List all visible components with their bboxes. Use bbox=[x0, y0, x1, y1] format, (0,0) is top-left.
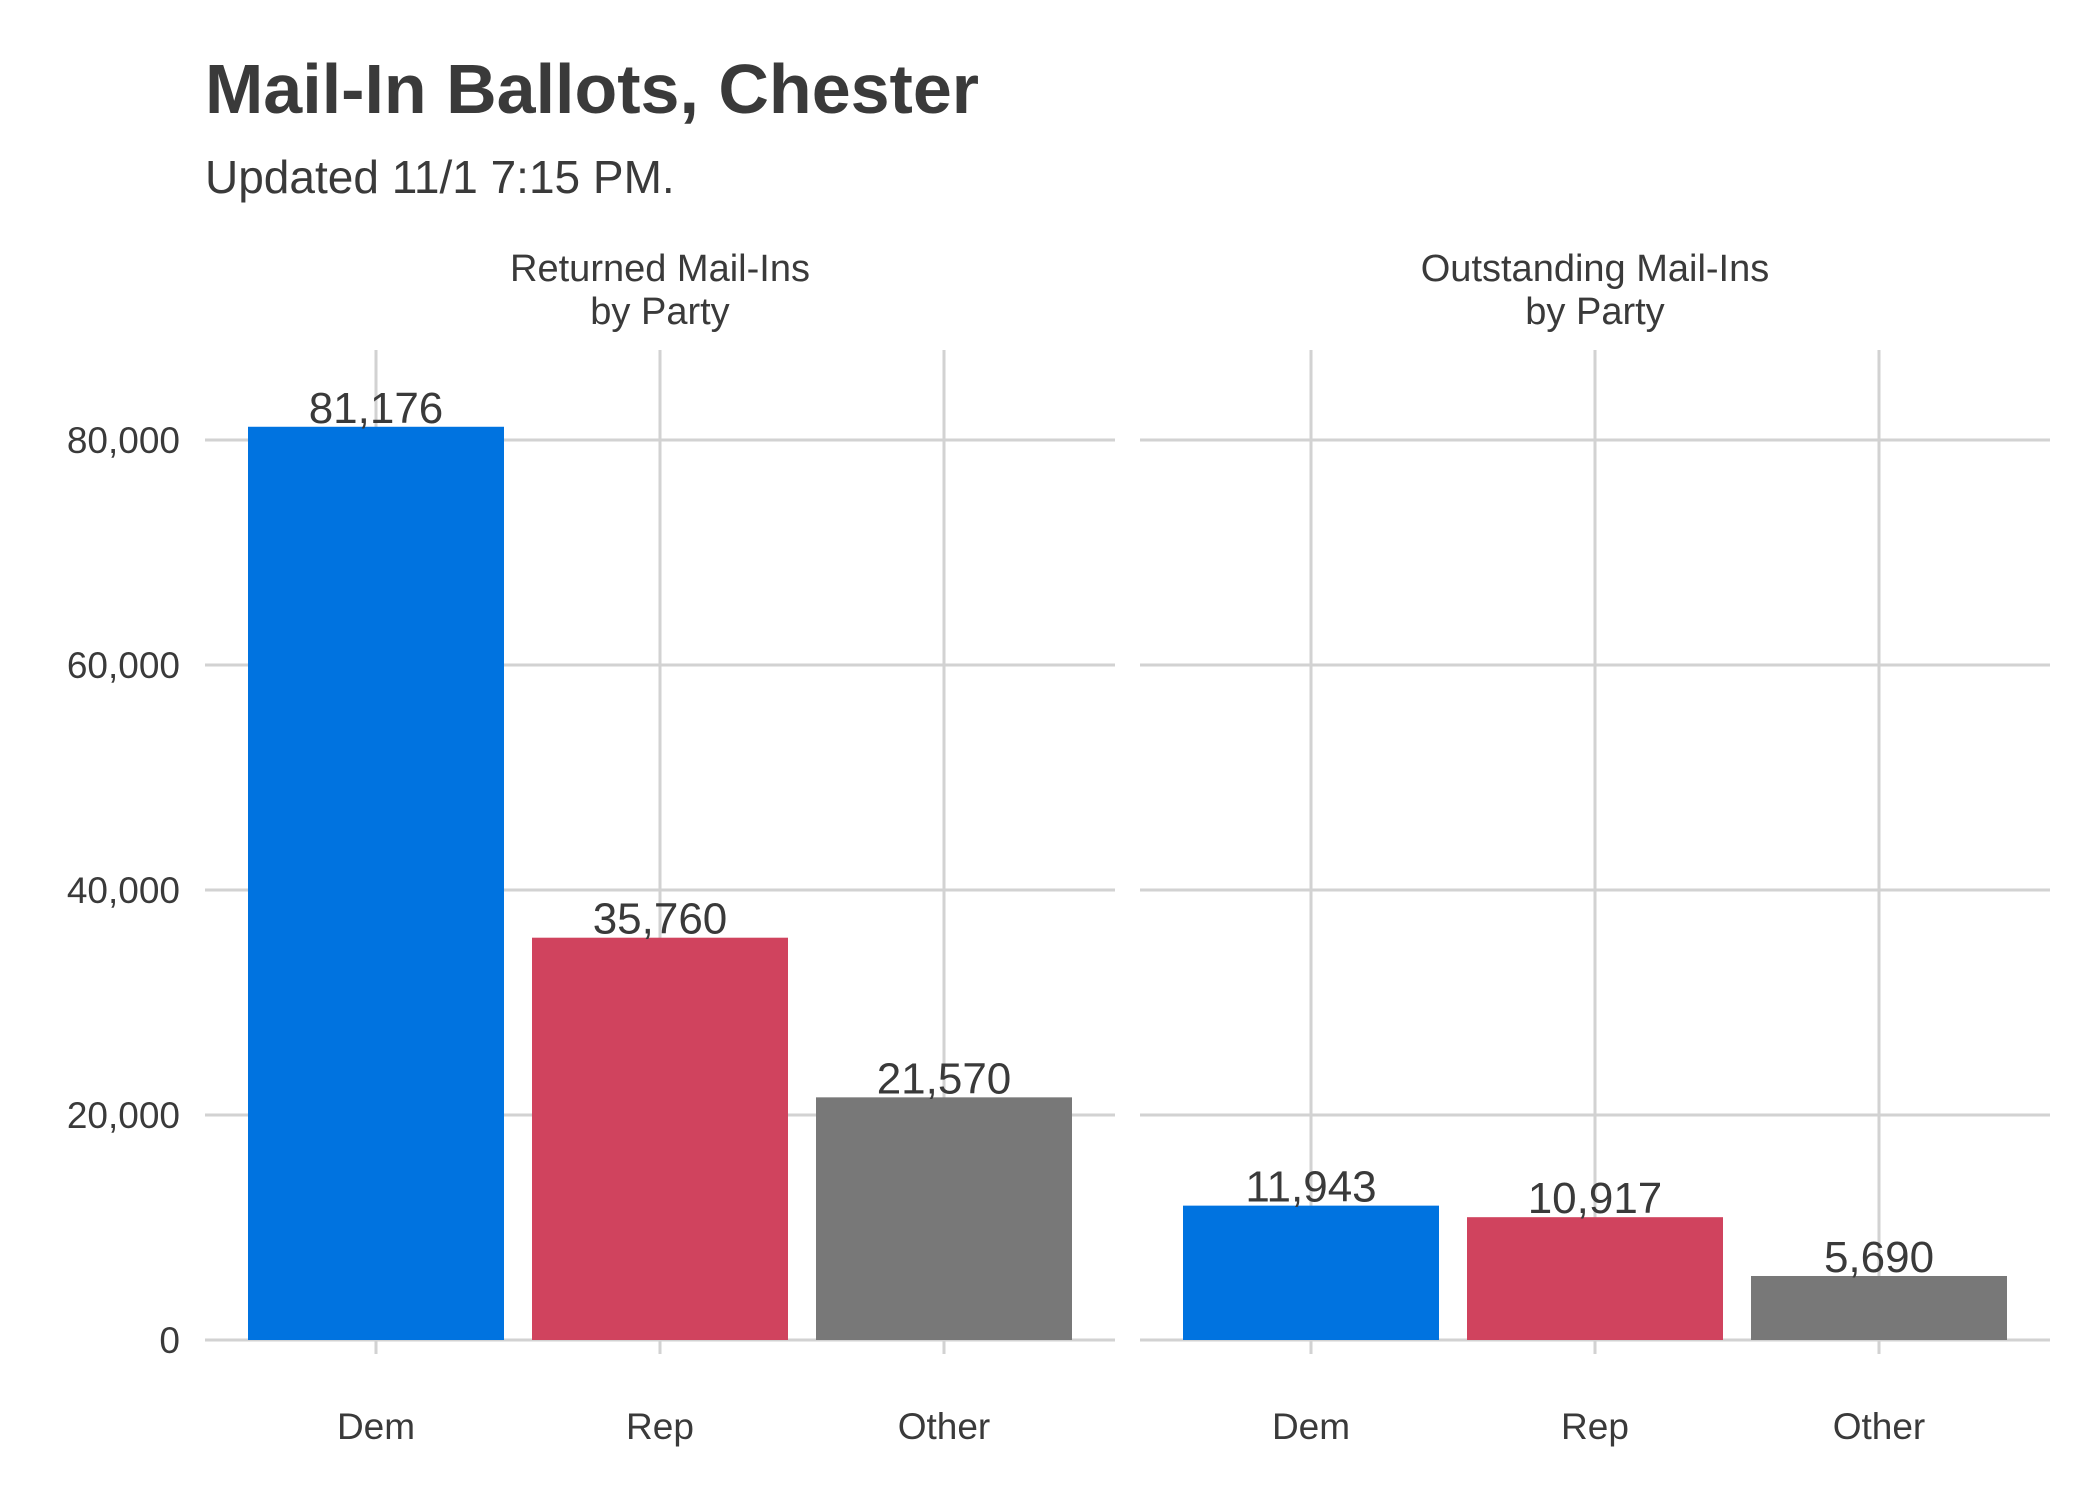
bar-value-label: 11,943 bbox=[1245, 1163, 1376, 1212]
panel-title-line: Returned Mail-Ins bbox=[510, 248, 810, 290]
x-tick-label: Rep bbox=[626, 1406, 694, 1447]
bar-value-label: 5,690 bbox=[1824, 1233, 1934, 1282]
bar-rep bbox=[532, 937, 788, 1340]
bar-value-label: 21,570 bbox=[877, 1054, 1012, 1103]
panel-title-line: Outstanding Mail-Ins bbox=[1421, 248, 1770, 290]
x-tick-label: Other bbox=[1833, 1406, 1926, 1447]
y-tick-label: 80,000 bbox=[67, 420, 180, 461]
panel-title-line: by Party bbox=[590, 291, 729, 333]
panel-title-line: by Party bbox=[1525, 291, 1664, 333]
chart-subtitle: Updated 11/1 7:15 PM. bbox=[205, 151, 675, 203]
bar-rep bbox=[1467, 1217, 1723, 1340]
y-tick-label: 60,000 bbox=[67, 645, 180, 686]
bar-other bbox=[1751, 1275, 2007, 1340]
x-tick-label: Dem bbox=[1272, 1406, 1350, 1447]
bar-dem bbox=[1183, 1205, 1439, 1340]
y-tick-label: 0 bbox=[159, 1320, 180, 1361]
x-tick-label: Dem bbox=[337, 1406, 415, 1447]
bar-other bbox=[816, 1097, 1072, 1340]
bar-value-label: 10,917 bbox=[1528, 1174, 1663, 1223]
bar-dem bbox=[248, 426, 504, 1340]
y-axis: 0 20,000 40,000 60,000 80,000 bbox=[67, 420, 180, 1361]
bar-value-label: 81,176 bbox=[309, 384, 444, 433]
x-tick-label: Other bbox=[898, 1406, 991, 1447]
y-tick-label: 40,000 bbox=[67, 870, 180, 911]
bar-value-label: 35,760 bbox=[593, 895, 728, 944]
chart-title: Mail-In Ballots, Chester bbox=[205, 50, 979, 128]
y-tick-label: 20,000 bbox=[67, 1095, 180, 1136]
x-tick-label: Rep bbox=[1561, 1406, 1629, 1447]
